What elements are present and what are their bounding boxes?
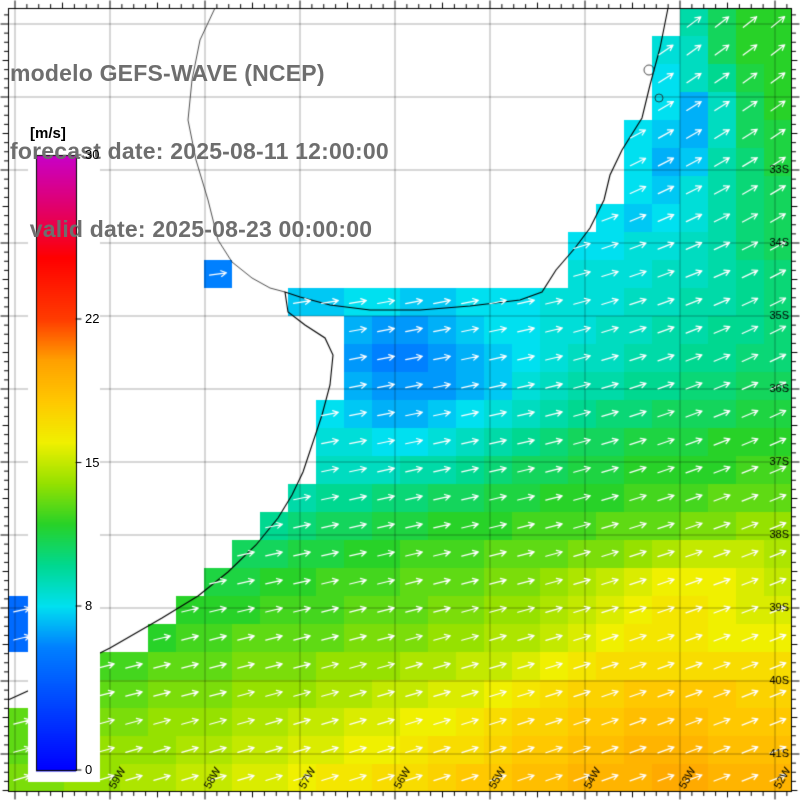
- colorbar-tick-label: 0: [85, 762, 93, 777]
- colorbar-tick-label: 8: [85, 598, 93, 613]
- forecast-date: forecast date: 2025-08-11 12:00:00: [10, 138, 389, 164]
- colorbar-tick-label: 15: [85, 454, 100, 470]
- colorbar-tick-label: 30: [85, 147, 100, 162]
- valid-date: valid date: 2025-08-23 00:00:00: [10, 216, 373, 242]
- colorbar: [36, 155, 76, 770]
- model-header: modelo GEFS-WAVE (NCEP) forecast date: 2…: [10, 8, 389, 294]
- colorbar-unit-label: [m/s]: [30, 125, 66, 142]
- model-title: modelo GEFS-WAVE (NCEP): [10, 60, 325, 86]
- colorbar-tick-label: 22: [85, 311, 100, 326]
